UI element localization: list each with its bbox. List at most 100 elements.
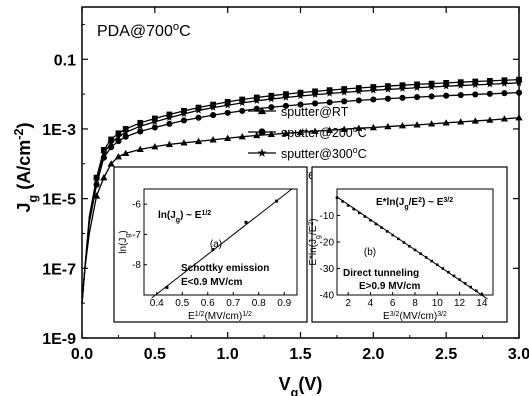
y-tick-label: 1E-9 — [42, 331, 76, 348]
data-point — [114, 132, 123, 140]
inset-b-x-tick-label: 6 — [390, 298, 396, 309]
data-point — [210, 112, 217, 119]
data-point — [121, 128, 130, 136]
data-point — [500, 115, 509, 122]
data-point — [268, 92, 275, 99]
data-point — [282, 102, 289, 109]
inset-b-y-tick-label: -20 — [320, 238, 335, 249]
x-axis-label: Vg(V) — [279, 374, 323, 396]
data-point — [369, 86, 378, 94]
data-point — [312, 88, 318, 95]
inset-b-x-tick-label: 12 — [454, 298, 466, 309]
x-tick-label: 1.5 — [289, 346, 311, 363]
data-point — [93, 174, 100, 181]
inset-b-point — [474, 289, 478, 293]
data-point — [413, 121, 421, 128]
data-point — [414, 81, 420, 88]
data-point — [486, 90, 493, 97]
series-triangle — [81, 114, 523, 304]
inset-a-point — [275, 199, 279, 203]
data-point — [355, 85, 362, 91]
data-point — [516, 76, 522, 83]
data-point — [515, 89, 523, 96]
inset-a-point — [211, 248, 215, 252]
data-point — [472, 78, 479, 85]
inset-b-annotation-2: E>0.9 MV/cm — [359, 281, 421, 292]
inset-a-x-tick-label: 0.8 — [252, 298, 266, 309]
inset-a-x-tick-label: 0.9 — [277, 298, 291, 309]
data-point — [209, 136, 217, 143]
data-point — [355, 87, 363, 95]
data-point — [224, 98, 231, 105]
data-point — [238, 133, 246, 140]
data-point — [253, 105, 260, 112]
data-point — [384, 85, 392, 93]
data-point — [385, 83, 391, 89]
data-point — [428, 120, 436, 127]
inset-b-point — [447, 270, 450, 274]
inset-a-y-label: ln(Jg) — [118, 230, 132, 253]
y-tick-label: 1E-3 — [42, 122, 76, 139]
inset-b-point — [424, 256, 428, 259]
condition-annotation: PDA@700oC — [97, 21, 191, 40]
data-point — [341, 98, 348, 105]
x-tick-label: 2.5 — [435, 346, 457, 363]
data-point — [107, 138, 115, 147]
series-square — [81, 76, 522, 304]
y-axis-label: Jg (A/cm-2) — [12, 123, 40, 213]
legend-marker-triangle — [257, 106, 267, 115]
data-point — [253, 94, 260, 101]
series-circle — [81, 89, 523, 304]
data-point — [456, 81, 465, 89]
data-point — [180, 139, 188, 146]
data-point — [100, 147, 107, 153]
data-point — [194, 137, 203, 145]
data-point — [210, 101, 216, 108]
inset-b-point — [419, 252, 422, 255]
inset-a-point — [165, 285, 169, 289]
data-point — [151, 143, 159, 150]
data-point — [166, 111, 173, 118]
series-star — [81, 78, 523, 304]
inset-b-point — [402, 241, 406, 244]
inset-a: 0.4 0.5 0.6 0.7 0.8 0.9 -6 -7 -8 ln(Jg) ~ E1/2 (a)… — [113, 166, 308, 323]
inset-a-x-tick-label: 0.5 — [175, 298, 189, 309]
inset-b-x-tick-label: 14 — [476, 298, 488, 309]
data-point — [340, 88, 348, 96]
data-point — [151, 124, 158, 131]
data-point — [151, 115, 158, 122]
inset-b-annotation-1: Direct tunneling — [343, 268, 419, 279]
data-point — [501, 90, 508, 97]
data-point — [486, 77, 493, 84]
data-point — [136, 145, 144, 153]
x-tick-label: 1.0 — [217, 346, 239, 363]
inset-b-y-label: E*ln(Jg/E2) — [308, 218, 322, 265]
data-point — [166, 120, 173, 127]
data-point — [297, 89, 304, 96]
inset-b: 2 4 6 8 10 12 14 -10 -20 -30 -40 E*ln(Jg/E2) ~ E3/2… — [308, 166, 508, 323]
inset-b-point — [341, 200, 344, 203]
data-point — [268, 104, 275, 111]
data-point — [340, 125, 348, 132]
data-point — [137, 128, 144, 135]
data-point — [399, 94, 406, 101]
x-tick-label: 2.0 — [362, 346, 384, 363]
x-tick-label: 3.0 — [508, 346, 529, 363]
data-point — [151, 117, 159, 126]
data-point — [398, 122, 407, 129]
data-point — [442, 82, 450, 90]
data-point — [355, 97, 362, 104]
data-point — [501, 77, 508, 84]
data-point — [457, 118, 465, 125]
data-point — [223, 101, 232, 109]
data-point — [224, 134, 232, 141]
inset-b-point — [441, 267, 445, 270]
data-point — [224, 109, 231, 116]
data-point — [239, 107, 246, 114]
data-point — [500, 79, 509, 87]
inset-b-point — [374, 222, 378, 226]
data-point — [165, 140, 173, 148]
inset-a-background — [113, 166, 308, 323]
legend-label: sputter@200oC — [281, 124, 367, 140]
data-point — [326, 87, 333, 94]
